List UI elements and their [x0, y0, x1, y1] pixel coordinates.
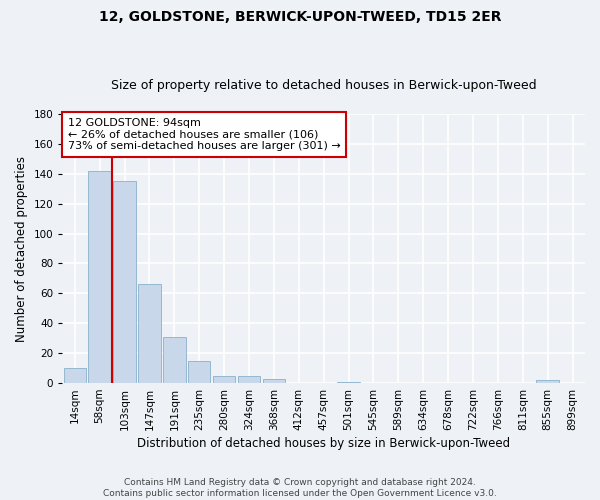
Text: Contains HM Land Registry data © Crown copyright and database right 2024.
Contai: Contains HM Land Registry data © Crown c…: [103, 478, 497, 498]
Bar: [113, 182, 136, 383]
Bar: [188, 360, 211, 383]
Bar: [213, 376, 235, 383]
Bar: [163, 336, 185, 383]
Bar: [64, 368, 86, 383]
Bar: [88, 171, 111, 383]
Bar: [263, 378, 285, 383]
Bar: [536, 380, 559, 383]
Y-axis label: Number of detached properties: Number of detached properties: [15, 156, 28, 342]
Title: Size of property relative to detached houses in Berwick-upon-Tweed: Size of property relative to detached ho…: [111, 79, 536, 92]
Bar: [238, 376, 260, 383]
X-axis label: Distribution of detached houses by size in Berwick-upon-Tweed: Distribution of detached houses by size …: [137, 437, 510, 450]
Bar: [138, 284, 161, 383]
Text: 12, GOLDSTONE, BERWICK-UPON-TWEED, TD15 2ER: 12, GOLDSTONE, BERWICK-UPON-TWEED, TD15 …: [99, 10, 501, 24]
Bar: [337, 382, 360, 383]
Text: 12 GOLDSTONE: 94sqm
← 26% of detached houses are smaller (106)
73% of semi-detac: 12 GOLDSTONE: 94sqm ← 26% of detached ho…: [68, 118, 340, 151]
